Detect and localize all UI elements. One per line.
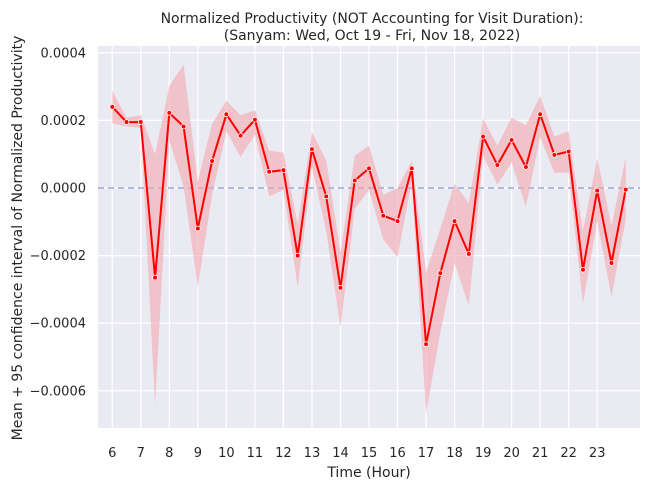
y-tick-label: 0.0004 — [41, 46, 87, 61]
x-tick-label: 15 — [361, 446, 378, 461]
x-tick-label: 12 — [275, 446, 292, 461]
x-tick-label: 11 — [247, 446, 264, 461]
x-tick-label: 19 — [475, 446, 492, 461]
data-point — [451, 218, 458, 224]
data-point — [180, 123, 187, 130]
data-point — [123, 119, 130, 125]
data-point — [437, 270, 444, 276]
data-point — [209, 158, 215, 164]
x-tick-label: 14 — [332, 446, 349, 461]
x-tick-label: 13 — [304, 446, 321, 461]
y-axis-label: Mean + 95 confidence interval of Normali… — [10, 36, 26, 441]
data-point — [266, 168, 272, 175]
chart-subtitle: (Sanyam: Wed, Oct 19 - Fri, Nov 18, 2022… — [224, 28, 520, 44]
x-tick-label: 18 — [446, 446, 463, 461]
x-tick-label: 20 — [503, 446, 520, 461]
x-tick-label: 9 — [194, 446, 202, 461]
y-tick-labels: 0.0004 0.0002 0.0000 −0.0002 −0.0004 −0.0006 — [30, 46, 86, 399]
data-point — [152, 274, 158, 281]
data-point — [565, 148, 572, 155]
data-point — [423, 341, 429, 347]
data-point — [523, 164, 529, 170]
data-point — [294, 252, 301, 259]
data-point — [351, 177, 358, 184]
x-tick-label: 10 — [218, 446, 235, 461]
data-point — [337, 284, 344, 291]
data-point — [622, 186, 629, 193]
data-point — [580, 266, 586, 273]
confidence-interval-band — [112, 64, 626, 413]
data-point — [323, 193, 330, 200]
data-point — [195, 225, 201, 232]
data-point — [608, 260, 615, 266]
x-tick-label: 17 — [418, 446, 435, 461]
x-tick-label: 23 — [589, 446, 606, 461]
x-tick-label: 6 — [108, 446, 116, 461]
data-point — [309, 146, 315, 152]
y-tick-label: −0.0004 — [30, 317, 86, 332]
data-point — [137, 119, 144, 125]
data-point — [223, 111, 230, 118]
data-point — [537, 111, 543, 118]
data-point — [366, 165, 372, 172]
data-point — [237, 132, 244, 139]
x-tick-label: 16 — [389, 446, 406, 461]
y-tick-label: 0.0000 — [41, 181, 87, 196]
data-point — [480, 133, 486, 140]
chart-title: Normalized Productivity (NOT Accounting … — [161, 11, 584, 27]
x-tick-label: 22 — [560, 446, 577, 461]
y-tick-label: −0.0002 — [30, 249, 86, 264]
data-markers — [109, 104, 629, 347]
y-tick-label: −0.0006 — [30, 384, 86, 399]
x-tick-label: 21 — [532, 446, 549, 461]
data-point — [166, 110, 173, 116]
data-point — [380, 212, 387, 219]
data-point — [252, 116, 258, 123]
data-point — [280, 167, 287, 173]
x-tick-label: 7 — [137, 446, 145, 461]
data-point — [394, 218, 401, 224]
data-point — [594, 187, 601, 194]
data-point — [494, 162, 501, 168]
data-point — [109, 104, 116, 110]
data-point — [466, 251, 472, 257]
x-tick-label: 8 — [165, 446, 173, 461]
data-point — [508, 137, 515, 143]
data-point — [551, 152, 558, 158]
x-axis-label: Time (Hour) — [326, 465, 410, 481]
y-tick-label: 0.0002 — [41, 114, 87, 129]
x-tick-labels: 6 7 8 9 10 11 12 13 14 15 16 17 18 19 20 21 22 23 — [108, 446, 605, 461]
data-point — [408, 165, 415, 172]
